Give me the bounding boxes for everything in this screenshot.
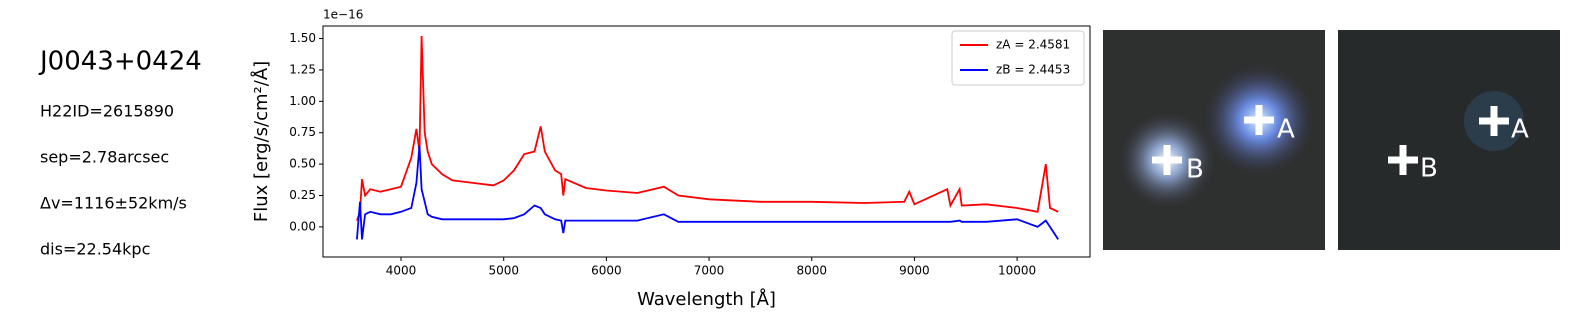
x-tick-label: 9000 <box>899 264 930 278</box>
x-tick-label: 6000 <box>591 264 622 278</box>
distance: dis=22.54kpc <box>40 240 150 259</box>
y-axis-label: Flux [erg/s/cm²/Å] <box>250 61 272 222</box>
y-tick-label: 1.25 <box>289 62 316 76</box>
plot-frame <box>322 25 1091 258</box>
y-tick-label: 1.00 <box>289 94 316 108</box>
x-tick-label: 4000 <box>386 264 417 278</box>
legend-label: zA = 2.4581 <box>996 38 1070 52</box>
label-a: A <box>1511 115 1529 145</box>
target-name: J0043+0424 <box>38 47 202 77</box>
x-axis-label: Wavelength [Å] <box>637 288 776 310</box>
label-b: B <box>1186 155 1204 185</box>
y-tick-label: 1.50 <box>289 31 316 45</box>
label-b: B <box>1420 154 1438 184</box>
velocity-offset: Δv=1116±52km/s <box>40 194 187 213</box>
x-tick-label: 8000 <box>796 264 827 278</box>
image-panel: A B <box>1103 30 1325 250</box>
label-a: A <box>1277 115 1295 145</box>
y-tick-label: 0.00 <box>289 219 316 233</box>
spectrum-line <box>356 145 1059 240</box>
legend-label: zB = 2.4453 <box>996 63 1070 77</box>
y-tick-label: 0.25 <box>289 188 316 202</box>
y-tick-label: 0.50 <box>289 157 316 171</box>
image-panel: A B <box>1338 30 1560 250</box>
x-tick-label: 7000 <box>694 264 725 278</box>
h22id: H22ID=2615890 <box>40 102 174 121</box>
x-tick-label: 5000 <box>488 264 519 278</box>
x-tick-label: 10000 <box>998 264 1036 278</box>
spectrum-line <box>356 35 1059 221</box>
separation: sep=2.78arcsec <box>40 148 169 167</box>
y-offset-label: 1e−16 <box>323 8 363 22</box>
y-tick-label: 0.75 <box>289 125 316 139</box>
